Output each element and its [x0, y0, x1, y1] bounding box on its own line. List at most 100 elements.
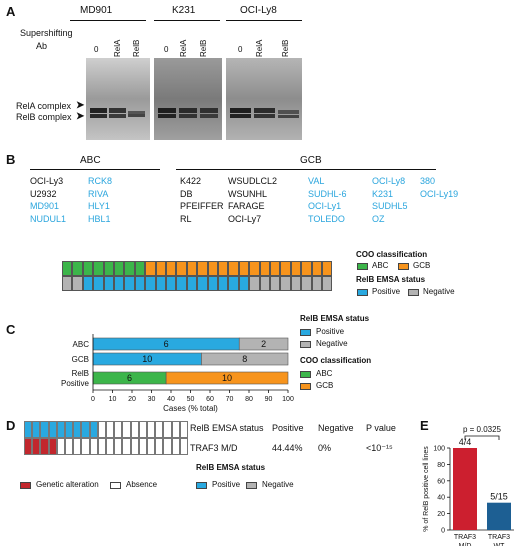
abc-header: ABC	[80, 155, 101, 166]
gel-blot-ocily8	[226, 58, 302, 140]
y-tick-label: 20	[437, 511, 445, 518]
cell-line-underline	[226, 20, 302, 21]
oncoprint-cell	[81, 438, 90, 455]
oncoprint-cell	[40, 421, 49, 438]
heatmap-cell-coo	[290, 261, 302, 276]
arrow-icon: ➤	[76, 111, 85, 122]
oncoprint-cell	[56, 421, 65, 438]
oncoprint-cell	[147, 438, 156, 455]
heatmap-cell-coo	[114, 261, 125, 276]
cell-line-name: K231	[372, 188, 394, 199]
heatmap-cell-coo	[218, 261, 229, 276]
x-tick-label: 50	[187, 396, 195, 403]
x-tick-label: 70	[226, 396, 234, 403]
heatmap-cell-relb	[186, 276, 198, 291]
lane-label: RelB	[281, 39, 290, 57]
lane-label: 0	[238, 45, 243, 54]
oncoprint-cell	[163, 421, 172, 438]
heatmap-cell-relb	[145, 276, 156, 291]
cell-line-name: HLY1	[88, 201, 110, 211]
cell-line-k231: K231	[172, 5, 196, 16]
oncoprint-cell	[114, 438, 123, 455]
bar-segment	[201, 352, 289, 366]
oncoprint-cell	[155, 421, 164, 438]
bar-segment	[238, 337, 289, 351]
supershift-label-ab: Ab	[36, 41, 48, 51]
cell-line-name: OCI-Ly7	[228, 213, 262, 224]
lane-label: RelB	[199, 39, 208, 57]
positive-legend-label: Positive	[212, 480, 241, 489]
oncoprint-cell	[24, 421, 33, 438]
cell-line-name: OCI-Ly8	[372, 176, 406, 186]
category-label: Positive	[61, 379, 90, 388]
x-tick-label: 20	[128, 396, 136, 403]
gel-blot-md901	[86, 58, 150, 140]
table-cell: TRAF3 M/D	[190, 443, 238, 453]
lane-label: 0	[164, 45, 169, 54]
bar-count-label: 6	[164, 339, 169, 349]
arrow-icon: ➤	[76, 100, 85, 111]
cell-line-name: VAL	[308, 176, 325, 186]
bar-count-label: 2	[261, 339, 266, 349]
cell-line-name: MD901	[30, 201, 60, 211]
x-axis-title: Cases (% total)	[163, 404, 218, 413]
heatmap-cell-coo	[93, 261, 104, 276]
gel-blot-k231	[154, 58, 222, 140]
cell-line-name: DB	[180, 188, 193, 199]
oncoprint-cell	[106, 421, 115, 438]
heatmap-cell-relb	[290, 276, 302, 291]
coo-legend-title: COO classification	[356, 250, 428, 259]
oncoprint-cell	[138, 421, 147, 438]
table-cell: 44.44%	[272, 443, 303, 453]
coo-legend-title: COO classification	[300, 356, 372, 365]
cell-line-name: RL	[180, 213, 192, 224]
panel-letter-c: C	[6, 322, 16, 337]
cell-line-name: PFEIFFER	[180, 201, 224, 211]
heatmap-cell-coo	[259, 261, 270, 276]
gcb-header-rule	[176, 169, 436, 170]
heatmap-cell-coo	[124, 261, 135, 276]
positive-legend-swatch	[196, 482, 207, 489]
gcb-legend-swatch	[300, 383, 311, 390]
relb-legend-title: RelB EMSA status	[300, 314, 370, 323]
oncoprint-cell	[24, 438, 33, 455]
x-tick-label: 10	[109, 396, 117, 403]
gcb-header: GCB	[300, 155, 322, 166]
cell-line-name: K422	[180, 176, 202, 186]
negative-legend-label: Negative	[423, 287, 455, 296]
heatmap-cell-relb	[218, 276, 229, 291]
positive-legend-swatch	[300, 329, 311, 336]
heatmap-cell-relb	[301, 276, 312, 291]
lane-label: RelA	[113, 39, 122, 57]
table-header: P value	[366, 423, 396, 433]
oncoprint-cell	[65, 421, 74, 438]
oncoprint-cell	[155, 438, 164, 455]
oncoprint-cell	[89, 438, 98, 455]
heatmap-cell-relb	[155, 276, 166, 291]
x-tick-label: 40	[167, 396, 175, 403]
oncoprint-cell	[171, 421, 180, 438]
p-value-annotation: p = 0.0325	[463, 425, 502, 434]
cell-line-ocily8: OCI-Ly8	[240, 5, 277, 16]
bar-label: 4/4	[459, 437, 472, 447]
abc-header-rule	[30, 169, 160, 170]
heatmap-cell-coo	[197, 261, 208, 276]
heatmap-cell-coo	[145, 261, 156, 276]
heatmap-cell-coo	[134, 261, 146, 276]
lane-label: RelA	[255, 39, 264, 57]
negative-legend-swatch	[300, 341, 311, 348]
heatmap-cell-coo	[155, 261, 166, 276]
relb-legend-title: RelB EMSA status	[356, 275, 426, 284]
cell-line-name: HBL1	[88, 213, 111, 224]
heatmap-cell-coo	[301, 261, 312, 276]
relb-legend-title: RelB EMSA status	[196, 463, 266, 472]
heatmap-cell-relb	[62, 276, 73, 291]
heatmap-cell-coo	[166, 261, 177, 276]
cell-line-name: NUDUL1	[30, 213, 67, 224]
cell-line-underline	[70, 20, 146, 21]
oncoprint-cell	[73, 438, 82, 455]
heatmap-cell-relb	[134, 276, 146, 291]
heatmap-cell-relb	[270, 276, 281, 291]
y-tick-label: 80	[437, 462, 445, 469]
